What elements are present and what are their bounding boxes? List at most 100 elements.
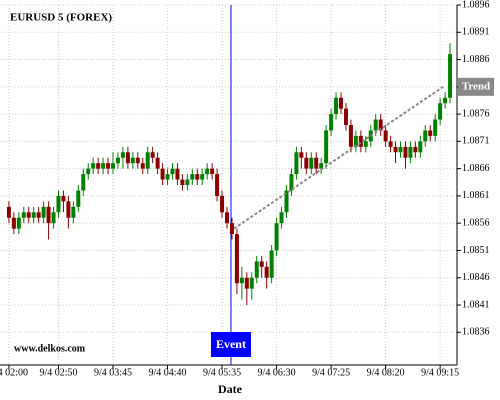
candle-body — [36, 212, 41, 218]
candle-body — [6, 206, 11, 218]
candle-body — [378, 119, 383, 131]
candle — [215, 168, 220, 202]
candle — [403, 141, 408, 169]
candle — [314, 152, 319, 175]
candle — [61, 190, 66, 213]
candle — [269, 245, 274, 284]
candle-body — [239, 277, 244, 284]
candle-body — [438, 103, 443, 120]
trend-label: Trend — [462, 80, 490, 92]
candle-body — [140, 163, 145, 169]
candle — [443, 92, 448, 109]
candle — [31, 206, 36, 224]
candle — [348, 119, 353, 153]
candle-body — [200, 174, 205, 180]
y-tick-label: 1.0836 — [462, 327, 490, 338]
candle-body — [165, 174, 170, 180]
candle — [418, 135, 423, 158]
candle — [319, 157, 324, 175]
event-label: Event — [216, 337, 246, 351]
candle-body — [264, 266, 269, 278]
candle — [51, 206, 56, 229]
candle-body — [249, 277, 254, 289]
candle-body — [81, 174, 86, 191]
candle — [264, 261, 269, 289]
candle — [398, 141, 403, 158]
candle-body — [428, 130, 433, 136]
candle — [378, 114, 383, 136]
candle-body — [41, 206, 46, 218]
x-tick-label: 9/4 07:25 — [312, 367, 350, 378]
candle — [304, 152, 309, 175]
y-tick-label: 1.0886 — [462, 54, 490, 65]
candle-body — [393, 146, 398, 153]
watermark: www.delkos.com — [14, 343, 86, 354]
candle — [46, 201, 51, 240]
y-tick-label: 1.0861 — [462, 190, 490, 201]
y-tick-label: 1.0891 — [462, 27, 490, 38]
candle-body — [423, 130, 428, 142]
candle — [175, 163, 180, 185]
candle — [200, 168, 205, 185]
candle-body — [269, 250, 274, 278]
candle — [225, 206, 230, 229]
x-tick-label: 9/4 05:35 — [203, 367, 241, 378]
candle — [358, 130, 363, 153]
candle-body — [175, 168, 180, 180]
candle — [284, 185, 289, 218]
candle — [433, 114, 438, 142]
candle — [195, 168, 200, 185]
candle — [26, 206, 31, 224]
candle-body — [309, 157, 314, 169]
candle — [334, 92, 339, 120]
candle-body — [388, 141, 393, 147]
candle-body — [343, 108, 348, 125]
candle — [76, 185, 81, 213]
candle-body — [443, 97, 448, 104]
candle — [324, 125, 329, 169]
candle-body — [46, 206, 51, 224]
candle-body — [51, 212, 56, 224]
candle — [205, 163, 210, 180]
y-tick-label: 1.0851 — [462, 245, 490, 256]
candle-body — [289, 174, 294, 191]
candle-body — [120, 152, 125, 158]
candle-body — [413, 146, 418, 153]
candle — [91, 157, 96, 175]
x-tick-label: 9/4 02:00 — [0, 367, 28, 378]
candle — [165, 168, 170, 185]
candle — [254, 255, 259, 284]
candle-body — [195, 174, 200, 180]
candle-body — [433, 119, 438, 136]
candle-body — [56, 195, 61, 213]
candle-body — [329, 114, 334, 131]
candle-body — [135, 157, 140, 164]
candle — [41, 201, 46, 224]
candle — [71, 201, 76, 224]
candle-body — [190, 174, 195, 180]
x-tick-label: 9/4 03:45 — [94, 367, 132, 378]
candle — [101, 157, 106, 175]
candle-body — [339, 97, 344, 109]
candle — [36, 206, 41, 224]
event-label-box — [210, 332, 251, 357]
candle-body — [398, 146, 403, 153]
candle — [155, 152, 160, 175]
y-tick-label: 1.0876 — [462, 108, 490, 119]
candle — [140, 157, 145, 175]
candle-body — [180, 179, 185, 185]
candle-body — [229, 223, 234, 235]
candle — [244, 272, 249, 305]
candle — [150, 146, 155, 164]
candle-body — [274, 223, 279, 251]
candle-body — [66, 201, 71, 218]
candle-body — [205, 168, 210, 175]
candle-body — [220, 195, 225, 213]
candle-body — [86, 168, 91, 175]
y-tick-label: 1.0866 — [462, 163, 490, 174]
candle — [239, 266, 244, 300]
x-tick-label: 9/4 09:15 — [421, 367, 459, 378]
candle — [115, 152, 120, 169]
candle — [16, 212, 21, 235]
candle — [21, 206, 26, 224]
